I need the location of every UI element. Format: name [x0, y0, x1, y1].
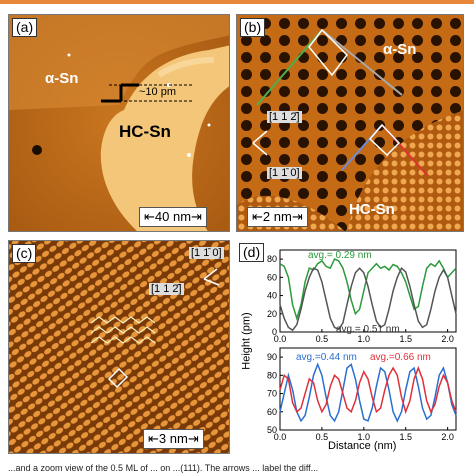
panel-c-image — [9, 241, 229, 453]
panel-a-image — [9, 15, 229, 231]
series-line-green — [279, 258, 457, 321]
y-tick-label: 50 — [267, 425, 277, 435]
annot-green: avg.= 0.29 nm — [308, 250, 372, 261]
y-tick-label: 80 — [267, 254, 277, 264]
panel-c: (c) [1 1̄ 0] [1 1 2̄] ⇤3 nm⇥ — [8, 240, 230, 454]
scale-text-a: 40 nm — [154, 209, 192, 224]
scale-bar-b: ⇤2 nm⇥ — [247, 207, 308, 227]
alpha-sn-label-a: α-Sn — [45, 70, 79, 87]
alpha-sn-label-b: α-Sn — [383, 41, 417, 58]
step-height-label: ~10 pm — [139, 86, 176, 98]
y-tick-label: 60 — [267, 272, 277, 282]
series-line-red — [279, 365, 457, 415]
x-tick-label: 1.5 — [399, 334, 412, 344]
panel-d: 0 20 40 60 80 0.0 0.5 1.0 1.5 2.0 50 60 70 80 90 0.0 0.5… — [236, 240, 464, 454]
y-axis-label: Height (pm) — [240, 312, 253, 370]
dir-label-b2: [1 1̄ 0] — [267, 167, 302, 179]
scale-bar-c: ⇤3 nm⇥ — [143, 429, 204, 449]
dir-label-c2: [1 1 2̄] — [149, 283, 184, 295]
dir-label-b1: [1 1 2̄] — [267, 111, 302, 123]
panel-c-label: (c) — [12, 244, 37, 263]
x-tick-label: 0.5 — [316, 432, 329, 442]
y-tick-label: 40 — [267, 291, 277, 301]
y-tick-label: 0 — [272, 327, 277, 337]
accent-bar — [0, 0, 474, 4]
annot-gray: avg.= 0.51 nm — [336, 324, 400, 335]
dir-label-c1: [1 1̄ 0] — [189, 247, 224, 259]
series-line-blue — [279, 362, 457, 423]
x-tick-label: 1.0 — [358, 334, 371, 344]
panel-b-image — [237, 15, 463, 231]
x-axis-label: Distance (nm) — [328, 440, 397, 452]
x-tick-label: 1.5 — [399, 432, 412, 442]
hc-sn-label-a: HC-Sn — [119, 122, 171, 141]
panel-d-chart: 0 20 40 60 80 0.0 0.5 1.0 1.5 2.0 50 60 70 80 90 0.0 0.5… — [267, 249, 457, 442]
panel-b: (b) α-Sn [1 1 2̄] [1 1̄ 0] HC-Sn ⇤2 nm⇥ — [236, 14, 464, 232]
x-tick-label: 2.0 — [441, 334, 454, 344]
y-tick-label: 70 — [267, 389, 277, 399]
x-tick-label: 0.5 — [316, 334, 329, 344]
scale-bar-a: ⇤40 nm⇥ — [139, 207, 207, 227]
x-tick-label: 0.0 — [274, 432, 287, 442]
y-tick-label: 60 — [267, 407, 277, 417]
panel-a: (a) α-Sn ~10 pm HC-Sn ⇤40 nm⇥ — [8, 14, 230, 232]
panel-d-label: (d) — [239, 243, 265, 262]
x-tick-label: 0.0 — [274, 334, 287, 344]
annot-blue: avg.=0.44 nm — [296, 352, 357, 363]
scale-text-b: 2 nm — [262, 209, 292, 224]
y-tick-label: 90 — [267, 352, 277, 362]
caption-fragment: ...and a zoom view of the 0.5 ML of ... … — [8, 463, 319, 473]
scale-text-c: 3 nm — [158, 431, 188, 446]
y-tick-label: 80 — [267, 370, 277, 380]
y-tick-label: 20 — [267, 309, 277, 319]
annot-red: avg.=0.66 nm — [370, 352, 431, 363]
hc-sn-label-b: HC-Sn — [349, 201, 395, 218]
panel-b-label: (b) — [240, 18, 266, 37]
x-tick-label: 1.0 — [358, 432, 371, 442]
plot-frame-1 — [279, 347, 457, 431]
plot-frame-0 — [279, 249, 457, 333]
series-line-gray — [279, 266, 457, 332]
panel-a-label: (a) — [12, 18, 38, 37]
x-tick-label: 2.0 — [441, 432, 454, 442]
